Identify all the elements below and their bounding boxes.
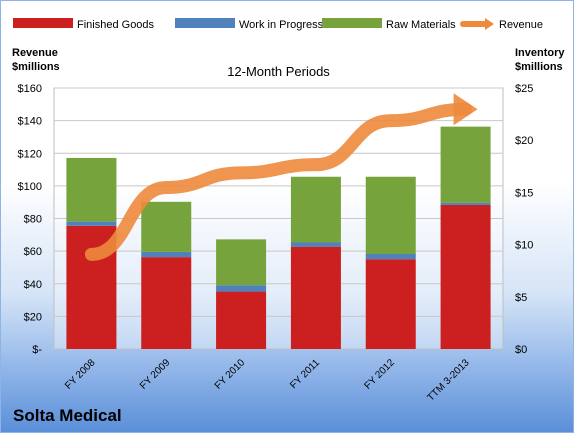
x-axis-tick-label: FY 2011 — [288, 357, 322, 391]
legend-swatch-raw-materials — [322, 18, 382, 28]
right-axis-tick-label: $20 — [515, 135, 533, 147]
left-axis-tick-label: $60 — [24, 246, 42, 258]
right-axis-tick-label: $25 — [515, 83, 533, 95]
bar-work-in-progress — [216, 285, 267, 292]
bar-finished-goods — [290, 246, 341, 349]
right-axis-tick-label: $5 — [515, 292, 527, 304]
x-axis-tick-label: FY 2010 — [213, 357, 248, 392]
chart-title: 12-Month Periods — [227, 64, 330, 79]
bar-finished-goods — [440, 204, 491, 349]
left-axis-label-line2: $millions — [12, 61, 60, 73]
legend-label-finished-goods: Finished Goods — [77, 19, 155, 31]
legend-label-revenue: Revenue — [499, 19, 543, 31]
bar-work-in-progress — [66, 221, 117, 226]
bar-raw-materials — [290, 176, 341, 243]
left-axis-tick-label: $120 — [18, 148, 42, 160]
right-axis-tick-label: $15 — [515, 187, 533, 199]
legend-arrow-revenue — [485, 18, 494, 30]
legend-label-raw-materials: Raw Materials — [386, 19, 456, 31]
right-axis-label-line2: $millions — [515, 61, 563, 73]
bar-work-in-progress — [141, 251, 192, 258]
right-axis-tick-label: $0 — [515, 344, 527, 356]
company-name: Solta Medical — [13, 406, 122, 425]
bar-raw-materials — [216, 239, 267, 286]
x-axis-tick-label: TTM 3-2013 — [425, 357, 472, 404]
bar-raw-materials — [440, 126, 491, 203]
left-axis-tick-label: $160 — [18, 83, 42, 95]
left-axis-tick-label: $140 — [18, 116, 42, 128]
left-axis-tick-label: $80 — [24, 214, 42, 226]
left-axis-label-line1: Revenue — [12, 47, 58, 59]
bar-finished-goods — [141, 257, 192, 349]
revenue-line — [84, 102, 473, 261]
bar-finished-goods — [365, 259, 416, 349]
left-axis-tick-label: $100 — [18, 181, 42, 193]
bar-finished-goods — [216, 291, 267, 349]
legend-swatch-finished-goods — [13, 18, 73, 28]
left-axis-tick-label: $20 — [24, 311, 42, 323]
left-axis-tick-label: $- — [32, 344, 42, 356]
x-axis-tick-label: FY 2009 — [138, 357, 173, 392]
left-axis-tick-label: $40 — [24, 279, 42, 291]
bar-raw-materials — [141, 201, 192, 252]
bar-work-in-progress — [440, 202, 491, 205]
bar-work-in-progress — [365, 253, 416, 260]
legend-label-work-in-progress: Work in Progress — [239, 19, 324, 31]
x-axis-tick-label: FY 2012 — [362, 357, 397, 392]
legend-swatch-work-in-progress — [175, 18, 235, 28]
bar-raw-materials — [365, 176, 416, 254]
bar-work-in-progress — [290, 242, 341, 247]
bar-raw-materials — [66, 157, 117, 222]
revenue-arrow-head — [453, 93, 478, 126]
x-axis-tick-label: FY 2008 — [63, 357, 98, 392]
right-axis-label-line1: Inventory — [515, 47, 565, 59]
right-axis-tick-label: $10 — [515, 240, 533, 252]
